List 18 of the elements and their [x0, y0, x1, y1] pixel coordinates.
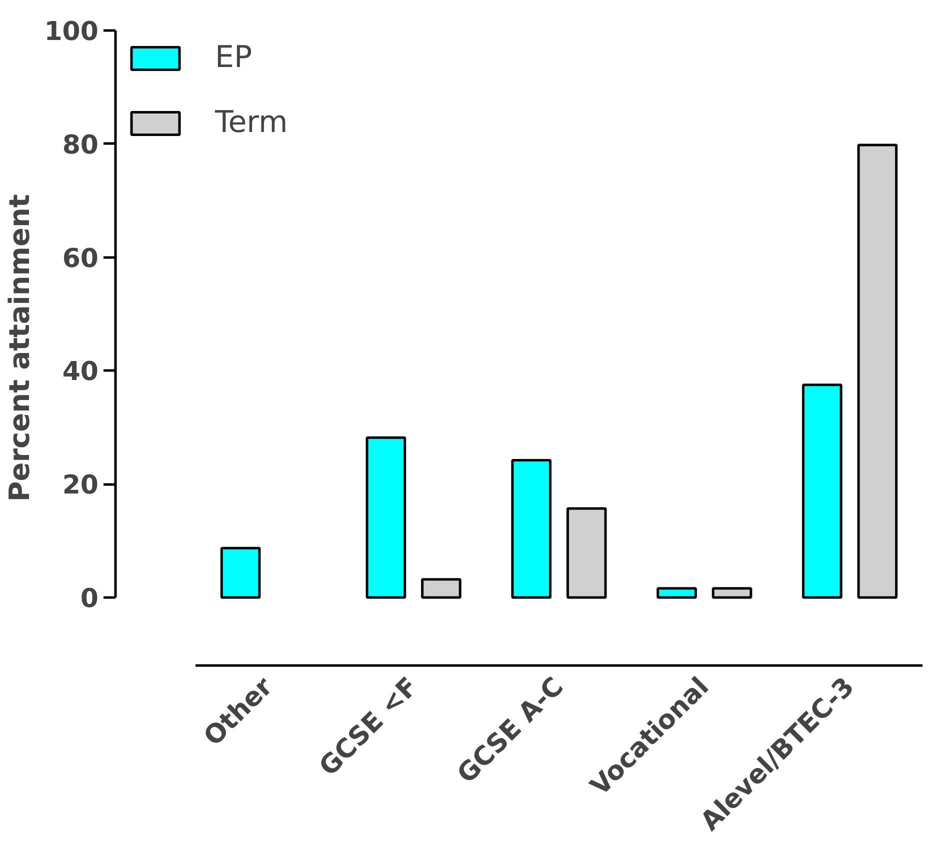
y-axis-title: Percent attainment [3, 194, 36, 502]
bar [421, 578, 462, 599]
bar [857, 144, 898, 599]
y-tick-label: 60 [62, 244, 99, 274]
bar [712, 587, 752, 599]
y-tick-label: 40 [62, 357, 99, 388]
bar [220, 546, 261, 599]
y-tick-label: 100 [44, 17, 99, 47]
bar [566, 507, 607, 599]
y-tick-label: 20 [62, 470, 99, 501]
y-tick-label: 0 [80, 584, 99, 614]
bar [802, 384, 842, 599]
bar [511, 459, 552, 599]
bar [656, 587, 697, 599]
bar [366, 436, 406, 599]
y-tick-label: 80 [62, 130, 99, 160]
legend-label: Term [215, 105, 288, 140]
legend-label: EP [215, 40, 252, 75]
